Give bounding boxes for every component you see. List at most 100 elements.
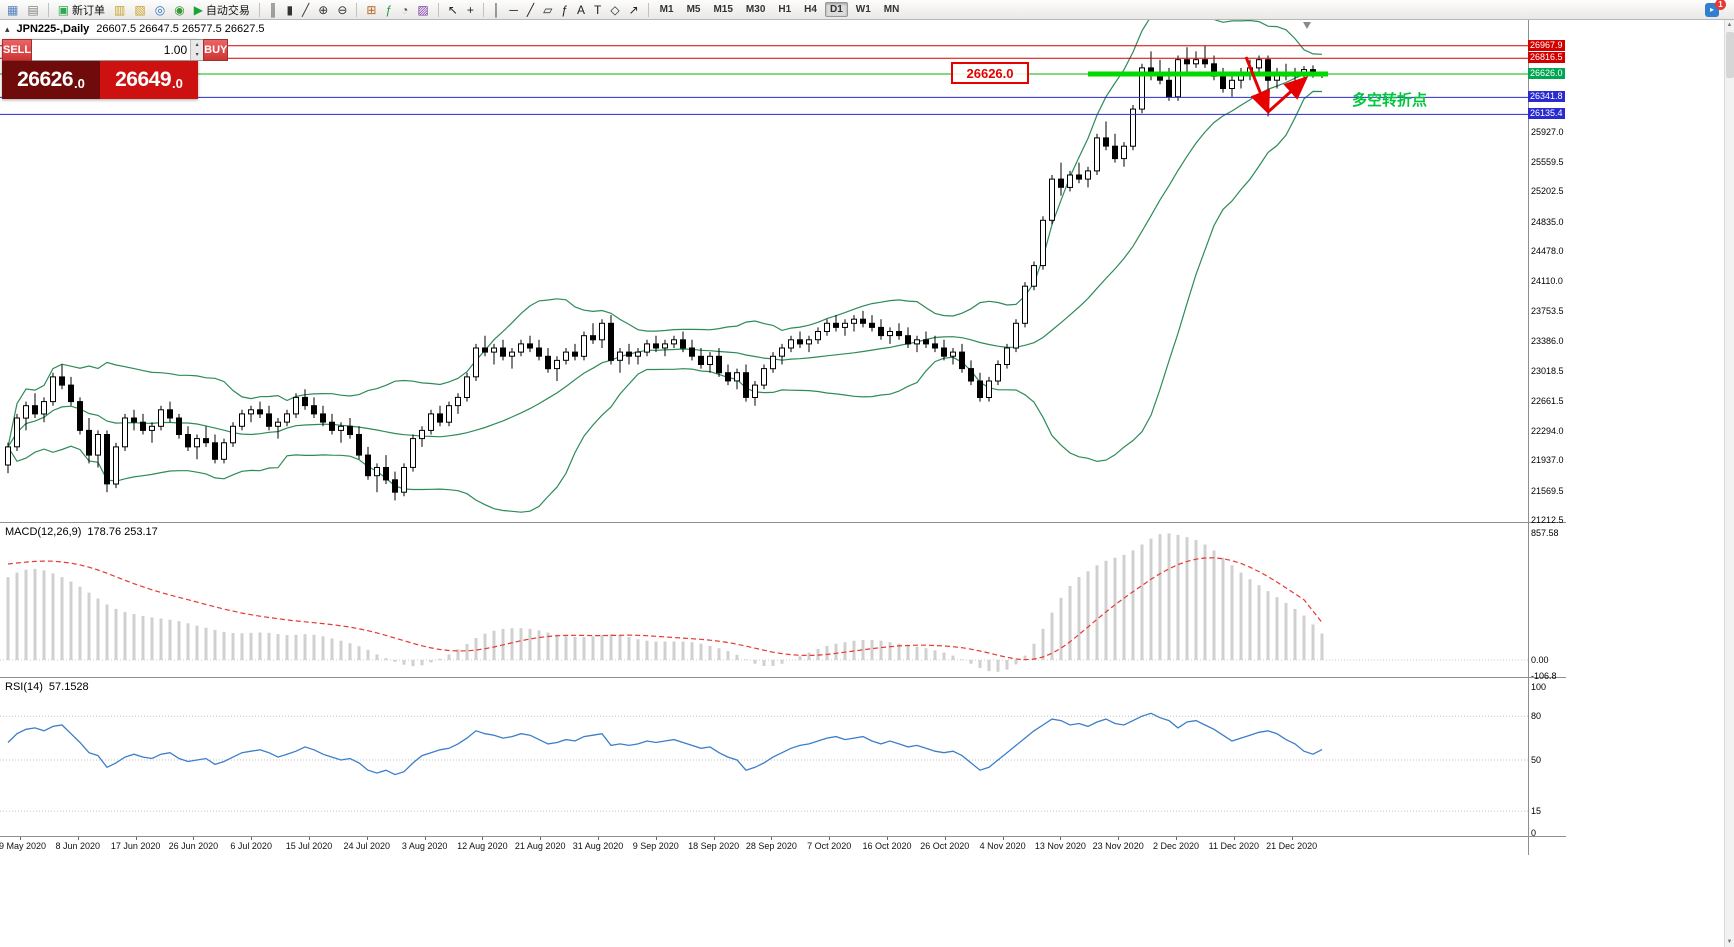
lot-size-input[interactable] bbox=[32, 40, 191, 60]
timeframe-mn[interactable]: MN bbox=[883, 4, 900, 15]
date-axis-label: 17 Jun 2020 bbox=[110, 841, 161, 851]
price-annotation-box[interactable]: 26626.0 bbox=[951, 62, 1029, 84]
market-watch-icon[interactable]: ▥ bbox=[110, 1, 129, 19]
rsi-axis[interactable]: 100 80 50 15 0 bbox=[1531, 678, 1565, 838]
rsi-panel[interactable] bbox=[0, 678, 1528, 836]
crosshair-icon[interactable]: + bbox=[463, 1, 478, 19]
drawn-arrow-up[interactable] bbox=[1266, 75, 1309, 114]
main-chart[interactable] bbox=[0, 20, 1528, 523]
line-chart-icon[interactable]: ╱ bbox=[298, 1, 313, 19]
lot-decrease-button[interactable]: ▾ bbox=[191, 50, 204, 60]
shapes-icon[interactable]: ◇ bbox=[606, 1, 623, 19]
macd-splitter[interactable] bbox=[0, 522, 1566, 523]
sell-button[interactable]: SELL bbox=[2, 39, 33, 61]
macd-axis-label: 857.58 bbox=[1531, 528, 1559, 538]
toolbar-separator bbox=[258, 2, 260, 17]
price-axis-label: 25202.5 bbox=[1531, 186, 1564, 197]
timeframe-m1[interactable]: M1 bbox=[659, 4, 674, 15]
price-axis-label: 21212.5 bbox=[1531, 515, 1564, 525]
cursor-icon[interactable]: ↖ bbox=[444, 1, 462, 19]
price-axis-label: 24110.0 bbox=[1531, 276, 1563, 287]
date-axis-label: 24 Jul 2020 bbox=[343, 841, 391, 851]
chart-shift-marker[interactable] bbox=[1303, 22, 1311, 29]
timeframe-m30[interactable]: M30 bbox=[745, 4, 766, 15]
web-request-icon[interactable]: ◉ bbox=[170, 1, 188, 19]
timeframe-m15[interactable]: M15 bbox=[713, 4, 733, 15]
vertical-scrollbar[interactable]: ▲ ▼ bbox=[1724, 20, 1734, 947]
date-axis-label: 31 Aug 2020 bbox=[572, 841, 624, 851]
date-axis-tick bbox=[20, 837, 21, 840]
date-axis-label: 7 Oct 2020 bbox=[807, 841, 852, 851]
candlestick-chart-icon[interactable]: ▮ bbox=[282, 1, 297, 19]
buy-price-main: 26649 bbox=[115, 68, 172, 91]
scrollbar-up-arrow[interactable]: ▲ bbox=[1726, 22, 1733, 28]
lot-increase-button[interactable]: ▴ bbox=[191, 40, 204, 50]
new-order-button[interactable]: ▣ 新订单 bbox=[54, 1, 109, 19]
toolbar: ▦ ▤ ▣ 新订单 ▥ ▧ ◎ ◉ ▶ 自动交易 ║ ▮ ╱ ⊕ ⊖ ⊞ ƒ ◔ ▨ ↖ + │ ─ ╱ ▱ ƒ A T ◇ ↗ M1 M5 M… bbox=[0, 0, 1734, 20]
equidistant-channel-icon[interactable]: ▱ bbox=[539, 1, 556, 19]
trendline-icon[interactable]: ╱ bbox=[523, 1, 538, 19]
price-axis-label: 24478.0 bbox=[1531, 246, 1564, 256]
date-axis[interactable]: 29 May 2020 8 Jun 2020 17 Jun 2020 26 Jun 2… bbox=[0, 837, 1566, 855]
autotrade-button[interactable]: ▶ 自动交易 bbox=[190, 1, 254, 19]
profiles-icon[interactable]: ▤ bbox=[23, 1, 42, 19]
zoom-out-icon[interactable]: ⊖ bbox=[333, 1, 351, 19]
new-chart-icon[interactable]: ▦ bbox=[3, 1, 22, 19]
drawn-arrow-down[interactable] bbox=[1244, 56, 1270, 115]
candles-layer bbox=[5, 45, 1325, 501]
tile-windows-icon[interactable]: ⊞ bbox=[362, 1, 380, 19]
data-window-icon[interactable]: ▧ bbox=[130, 1, 149, 19]
candlestick-chart-icon: ▮ bbox=[286, 2, 294, 17]
templates-icon[interactable]: ▨ bbox=[413, 1, 432, 19]
scrollbar-thumb[interactable] bbox=[1726, 32, 1734, 78]
cursor-icon: ↖ bbox=[447, 2, 458, 17]
macd-axis[interactable]: 857.58 0.00 -106.8 bbox=[1531, 523, 1565, 681]
rsi-axis-label: 0 bbox=[1531, 828, 1537, 838]
sell-price[interactable]: 26626 .0 bbox=[2, 61, 100, 99]
toolbar-items: ▦ ▤ ▣ 新订单 ▥ ▧ ◎ ◉ ▶ 自动交易 ║ ▮ ╱ ⊕ ⊖ ⊞ ƒ ◔ ▨ ↖ + │ ─ ╱ ▱ ƒ A T ◇ ↗ M1 M5 M… bbox=[3, 1, 905, 19]
macd-panel[interactable] bbox=[0, 523, 1528, 677]
indicators-icon: ƒ bbox=[385, 2, 393, 17]
price-axis[interactable]: 25927.0 25559.5 25202.5 24835.0 24478.0 24110… bbox=[1528, 20, 1565, 525]
notifications-button[interactable]: ▸ 1 bbox=[1705, 0, 1726, 17]
timeframe-h1[interactable]: H1 bbox=[778, 4, 792, 15]
date-axis-tick bbox=[713, 837, 715, 840]
navigator-icon[interactable]: ◎ bbox=[151, 1, 169, 19]
crosshair-icon: + bbox=[466, 2, 474, 17]
text-icon[interactable]: A bbox=[573, 1, 589, 19]
vertical-line-icon[interactable]: │ bbox=[489, 1, 505, 19]
timeframe-w1[interactable]: W1 bbox=[855, 4, 871, 15]
timeframe-m5[interactable]: M5 bbox=[686, 4, 701, 15]
periods-icon[interactable]: ◔ bbox=[397, 1, 412, 19]
horizontal-line-icon[interactable]: ─ bbox=[505, 1, 522, 19]
date-axis-tick bbox=[655, 837, 657, 840]
date-axis-tick bbox=[829, 837, 831, 840]
fibonacci-icon[interactable]: ƒ bbox=[557, 1, 572, 19]
rsi-splitter[interactable] bbox=[0, 677, 1566, 678]
periods-icon: ◔ bbox=[401, 2, 409, 17]
label-icon[interactable]: T bbox=[590, 1, 605, 19]
rsi-axis-label: 50 bbox=[1531, 755, 1542, 765]
price-axis-label: 25559.5 bbox=[1531, 156, 1564, 167]
toolbar-separator bbox=[47, 2, 49, 17]
date-axis-label: 21 Dec 2020 bbox=[1266, 841, 1318, 851]
bar-chart-icon[interactable]: ║ bbox=[265, 1, 282, 19]
date-axis-tick bbox=[77, 837, 79, 840]
timeframe-h4[interactable]: H4 bbox=[804, 4, 817, 15]
one-click-toggle[interactable]: ▴ bbox=[5, 23, 10, 34]
scrollbar-down-arrow[interactable]: ▼ bbox=[1726, 939, 1733, 945]
date-axis-label: 13 Nov 2020 bbox=[1034, 841, 1086, 851]
arrows-icon[interactable]: ↗ bbox=[625, 1, 643, 19]
note-annotation[interactable]: 多空转折点 bbox=[1352, 92, 1428, 109]
rsi-axis-label: 100 bbox=[1531, 682, 1547, 692]
buy-button[interactable]: BUY bbox=[203, 39, 229, 61]
macd-axis-label: -106.8 bbox=[1531, 670, 1557, 681]
indicators-icon[interactable]: ƒ bbox=[381, 1, 396, 19]
zoom-in-icon[interactable]: ⊕ bbox=[314, 1, 332, 19]
bar-chart-icon: ║ bbox=[268, 2, 278, 17]
date-axis-label: 9 Sep 2020 bbox=[632, 841, 679, 851]
price-level-badge: 26816.5 bbox=[1528, 52, 1565, 64]
buy-price[interactable]: 26649 .0 bbox=[100, 61, 198, 99]
timeframe-d1[interactable]: D1 bbox=[824, 2, 848, 17]
